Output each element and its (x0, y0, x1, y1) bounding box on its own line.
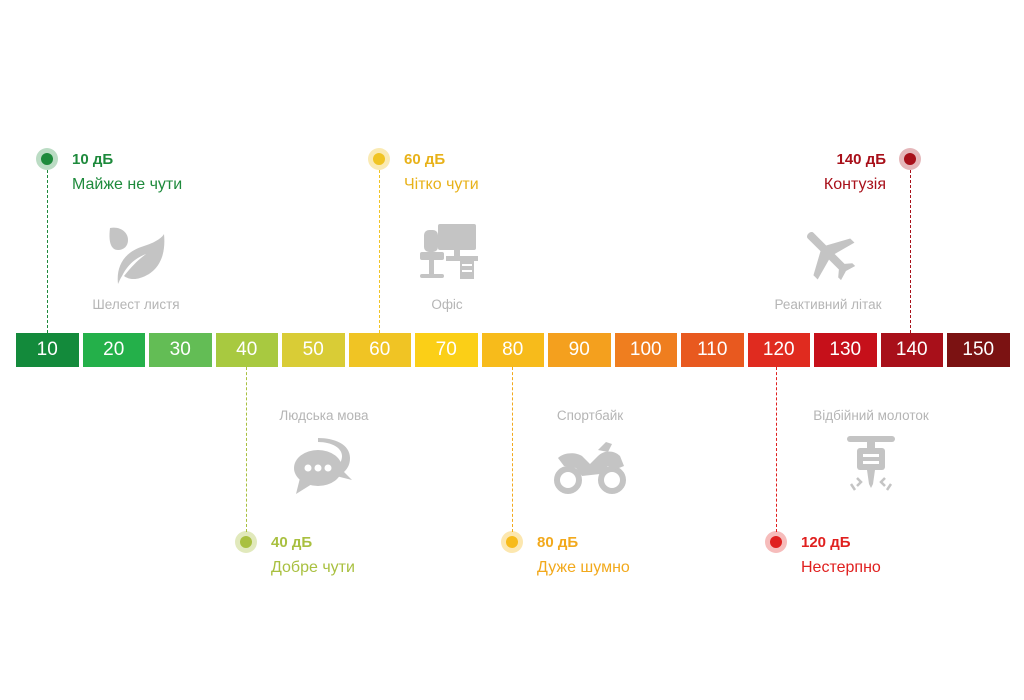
source-label-office: Офіс (431, 297, 463, 312)
marker-db-10: 10 дБ (72, 151, 114, 168)
source-label-jet: Реактивний літак (774, 297, 882, 312)
marker-text-60: 60 дБ Чітко чути (404, 151, 479, 194)
scale-segment-80: 80 (481, 333, 544, 367)
marker-line-10 (47, 170, 48, 333)
scale-segment-40: 40 (215, 333, 278, 367)
marker-line-60 (379, 170, 380, 333)
marker-dot-140 (899, 148, 921, 170)
marker-dot-10 (36, 148, 58, 170)
marker-line-120 (776, 367, 777, 532)
marker-desc-40: Добре чути (271, 559, 355, 576)
scale-segment-20: 20 (82, 333, 145, 367)
marker-text-10: 10 дБ Майже не чути (72, 151, 182, 194)
source-label-motorbike: Спортбайк (556, 408, 624, 423)
scale-segment-150: 150 (947, 333, 1010, 367)
motorcycle-icon (554, 436, 626, 496)
marker-db-140: 140 дБ (836, 151, 887, 168)
scale-segment-100: 100 (614, 333, 677, 367)
marker-text-120: 120 дБ Нестерпно (801, 534, 881, 577)
marker-line-140 (910, 170, 911, 333)
marker-line-40 (246, 367, 247, 532)
marker-db-120: 120 дБ (801, 534, 851, 551)
jackhammer-icon (843, 432, 899, 496)
scale-segment-10: 10 (16, 333, 79, 367)
marker-desc-120: Нестерпно (801, 559, 881, 576)
marker-line-80 (512, 367, 513, 532)
scale-segment-120: 120 (747, 333, 810, 367)
marker-dot-60 (368, 148, 390, 170)
source-label-leaves: Шелест листя (92, 297, 180, 312)
scale-segment-50: 50 (282, 333, 345, 367)
marker-text-40: 40 дБ Добре чути (271, 534, 355, 577)
marker-dot-120 (765, 531, 787, 553)
speech-bubbles-icon (292, 434, 356, 498)
marker-db-60: 60 дБ (404, 151, 446, 168)
marker-text-140: 140 дБ Контузія (824, 151, 886, 194)
marker-db-40: 40 дБ (271, 534, 313, 551)
airplane-icon (797, 222, 861, 286)
marker-db-80: 80 дБ (537, 534, 579, 551)
marker-desc-80: Дуже шумно (537, 559, 630, 576)
scale-segment-60: 60 (348, 333, 411, 367)
marker-desc-10: Майже не чути (72, 176, 183, 193)
source-label-jackhammer: Відбійний молоток (813, 408, 929, 423)
marker-desc-140: Контузія (823, 176, 886, 193)
marker-desc-60: Чітко чути (404, 176, 479, 193)
scale-segment-30: 30 (149, 333, 212, 367)
marker-dot-80 (501, 531, 523, 553)
source-label-speech: Людська мова (279, 408, 369, 423)
office-icon (416, 220, 480, 284)
scale-segment-130: 130 (814, 333, 877, 367)
marker-dot-40 (235, 531, 257, 553)
scale-segment-70: 70 (415, 333, 478, 367)
scale-segment-110: 110 (681, 333, 744, 367)
scale-segment-140: 140 (880, 333, 943, 367)
marker-text-80: 80 дБ Дуже шумно (537, 534, 630, 577)
leaf-icon (104, 224, 168, 288)
scale-segment-90: 90 (548, 333, 611, 367)
